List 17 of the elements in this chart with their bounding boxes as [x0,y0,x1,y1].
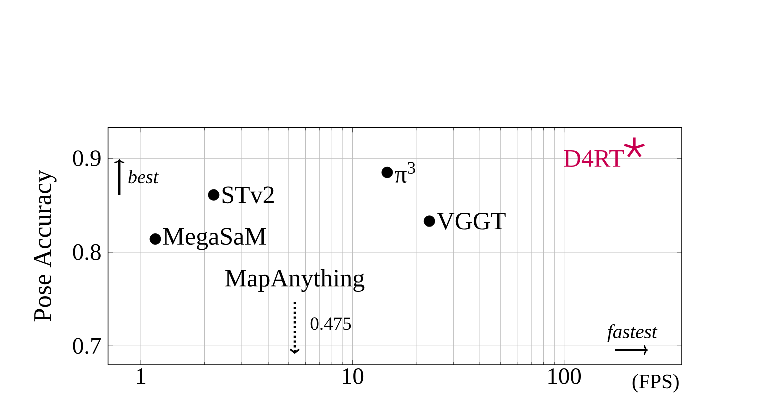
x-tick-label: 100 [548,368,582,384]
y-tick-label: 0.9 [73,150,101,167]
y-tick-label: 0.8 [73,244,101,260]
x-tick-label: 10 [343,368,364,384]
annotation: best [128,170,159,184]
series-label: VGGT [437,212,506,230]
annotation: 0.475 [310,318,352,330]
annotation: fastest [608,324,658,342]
x-tick-label: 1 [137,368,146,384]
annotation: MapAnything [226,269,365,292]
y-tick-label: 0.7 [73,338,102,354]
series-label: D4RT [564,150,624,167]
series-label: MegaSaM [163,228,266,250]
x-axis-title: (FPS) [632,374,679,393]
series-label: π$^{3}$ [395,162,416,184]
y-axis-title: Pose Accuracy [34,170,57,322]
series-label: STv2 [222,186,274,204]
